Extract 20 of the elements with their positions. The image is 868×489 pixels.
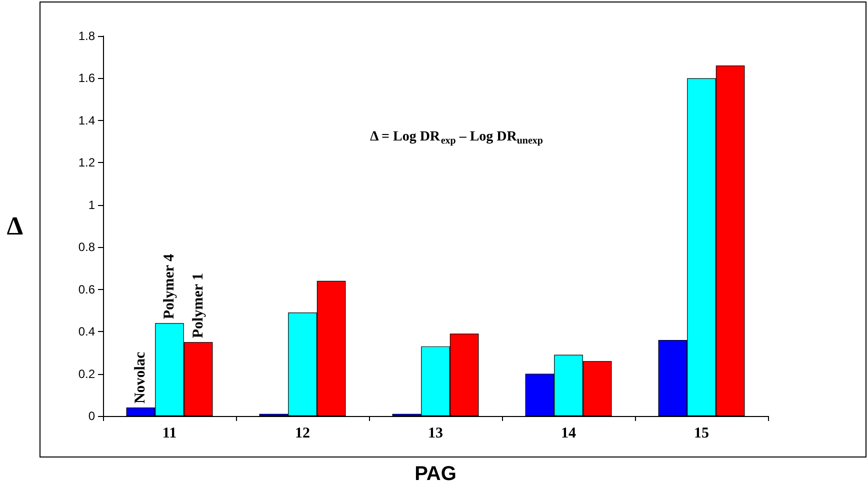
y-tick-label: 0 xyxy=(88,409,96,423)
y-tick-label: 1.2 xyxy=(78,156,96,170)
x-tick-label: 13 xyxy=(428,426,443,442)
text: Polymer 4 xyxy=(162,253,178,320)
x-tick-label: 14 xyxy=(561,426,576,442)
y-tick-label: 1 xyxy=(88,198,96,212)
x-tick-label: 11 xyxy=(162,426,177,442)
y-axis-title: Δ xyxy=(6,212,23,240)
x-tick-label: 12 xyxy=(295,426,310,442)
y-tick-label: 0.8 xyxy=(78,240,96,254)
x-axis-title: PAG xyxy=(414,463,456,485)
y-tick-label: 0.2 xyxy=(78,366,96,381)
y-tick-label: 1.6 xyxy=(78,71,96,86)
text: Novolac xyxy=(132,352,149,404)
y-tick-label: 1.4 xyxy=(78,113,96,128)
x-tick-label: 15 xyxy=(694,426,709,442)
y-tick-label: 0.4 xyxy=(78,324,96,339)
text: Polymer 1 xyxy=(190,272,206,338)
y-tick-label: 1.8 xyxy=(78,29,96,43)
y-tick-label: 0.6 xyxy=(78,282,96,296)
